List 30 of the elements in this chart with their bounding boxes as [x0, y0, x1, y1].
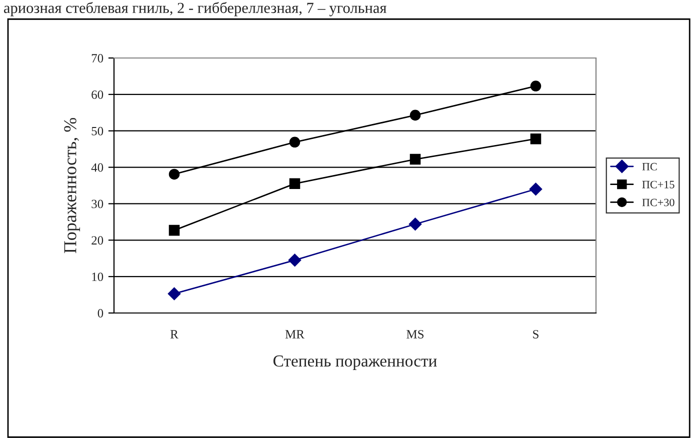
point	[410, 110, 421, 121]
point	[168, 168, 180, 180]
x-tick-label: S	[533, 330, 538, 338]
y-tick-label: 70	[92, 54, 104, 62]
point	[168, 224, 180, 236]
x-tick-label: MS	[406, 330, 424, 338]
y-tick-label: 10	[92, 272, 104, 282]
point	[289, 178, 300, 190]
y-tick-label: 40	[91, 163, 104, 172]
point	[529, 182, 542, 196]
x-tick-label: R	[170, 330, 178, 338]
legend-label: ПС+15	[642, 180, 674, 188]
point	[410, 154, 421, 165]
y-tick-label: 50	[92, 126, 104, 136]
text: ариозная стеблевая гниль, 2 - гиббереллезная, 7 – угольная	[4, 2, 386, 16]
y-axis-title: Пораженность, %	[64, 118, 80, 254]
x-tick-label: MR	[285, 330, 304, 338]
y-tick-label: 60	[92, 90, 104, 99]
point	[408, 218, 422, 231]
point	[289, 136, 300, 148]
point	[530, 133, 542, 144]
y-tick-label: 30	[92, 200, 104, 208]
y-tick-label: 20	[92, 236, 104, 245]
legend-label: ПС	[642, 162, 657, 170]
point	[288, 254, 302, 267]
point	[168, 287, 181, 300]
legend-label: ПС+30	[642, 198, 674, 206]
y-tick-label: 0	[98, 309, 104, 318]
point	[530, 80, 542, 92]
x-axis-title: Степень пораженности	[273, 355, 437, 370]
